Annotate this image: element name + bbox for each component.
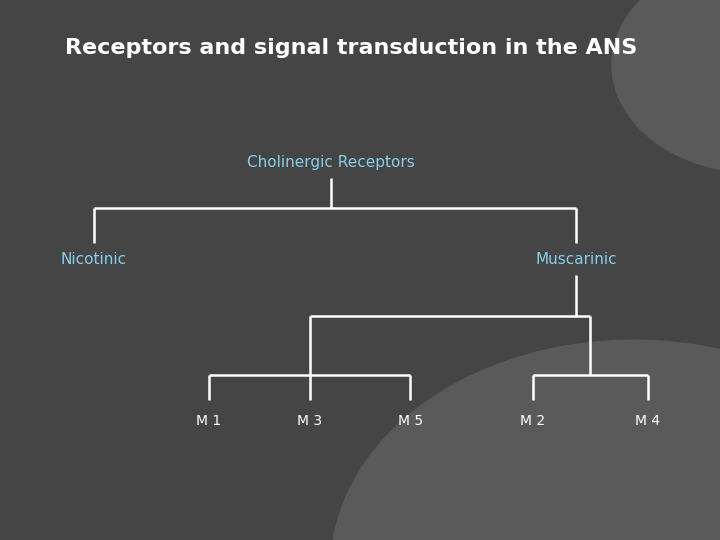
Text: Nicotinic: Nicotinic — [60, 252, 127, 267]
Text: Muscarinic: Muscarinic — [535, 252, 617, 267]
Text: M 5: M 5 — [398, 414, 423, 428]
Circle shape — [612, 0, 720, 173]
Text: M 4: M 4 — [636, 414, 660, 428]
Text: M 3: M 3 — [297, 414, 322, 428]
Circle shape — [331, 340, 720, 540]
Text: Cholinergic Receptors: Cholinergic Receptors — [248, 154, 415, 170]
Text: M 2: M 2 — [521, 414, 545, 428]
Text: Receptors and signal transduction in the ANS: Receptors and signal transduction in the… — [65, 38, 637, 58]
Text: M 1: M 1 — [196, 414, 222, 428]
